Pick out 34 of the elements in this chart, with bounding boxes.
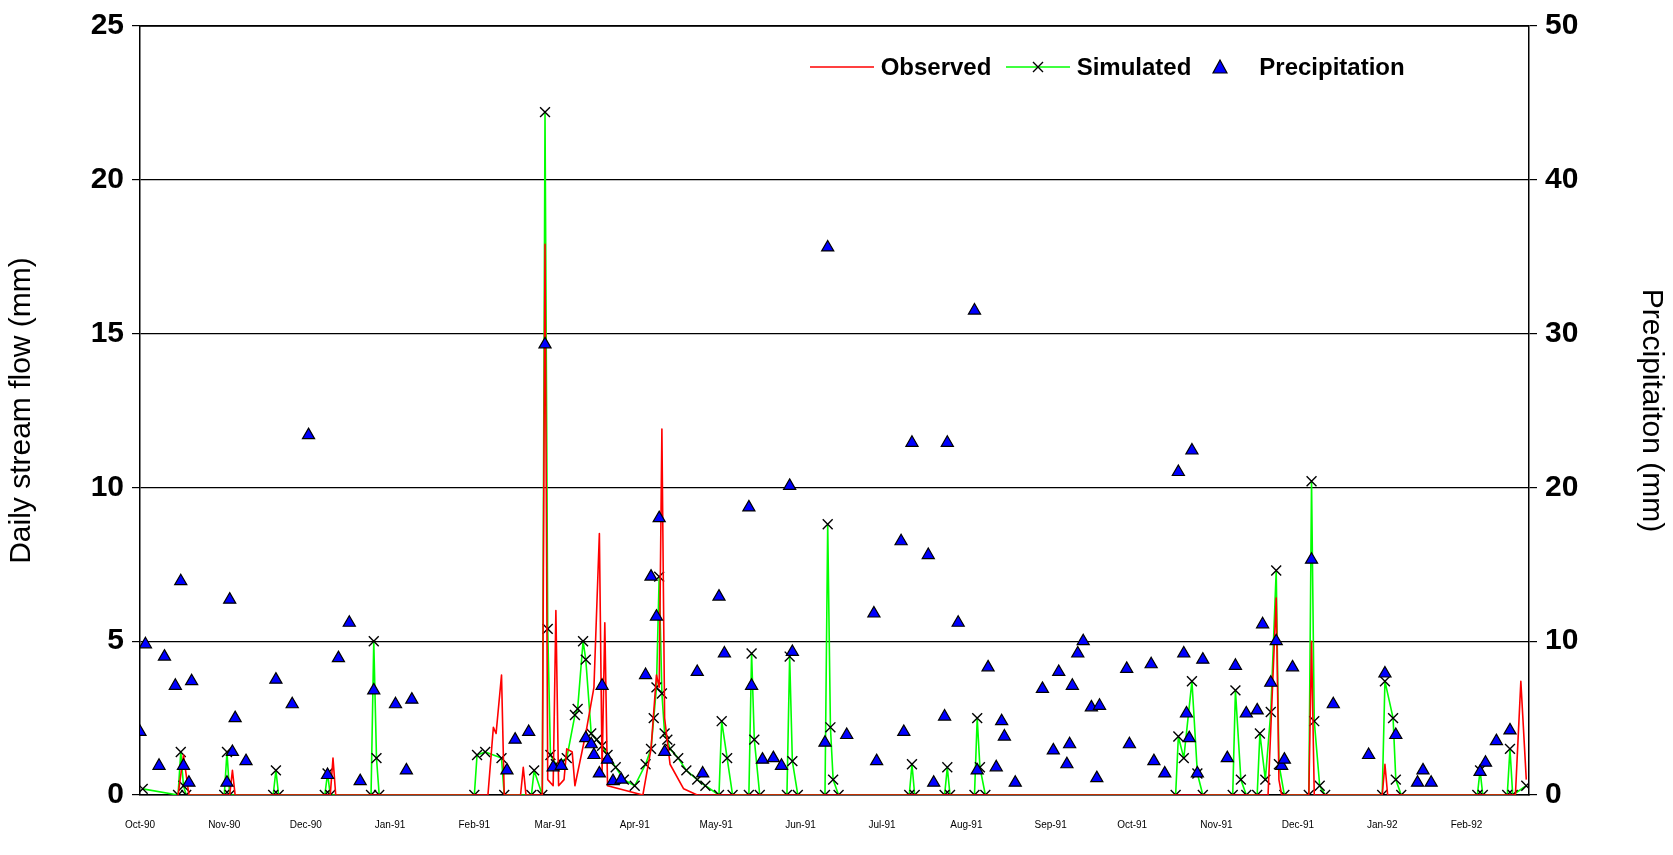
x-tick-label: Oct-90 <box>124 818 156 830</box>
x-tick-label: Dec-91 <box>1281 818 1315 830</box>
y-tick-label: 20 <box>90 161 124 195</box>
y2-tick-label: 0 <box>1545 776 1562 810</box>
y-tick-label: 10 <box>90 468 124 502</box>
x-tick-label: Feb-92 <box>1450 818 1483 830</box>
y-tick-label: 5 <box>107 622 124 656</box>
x-tick-label: Nov-91 <box>1200 818 1233 830</box>
x-tick-label: Apr-91 <box>619 818 651 830</box>
y2-tick-label: 20 <box>1545 468 1579 502</box>
x-tick-label: Jun-91 <box>785 818 817 830</box>
y-tick-label: 0 <box>107 776 124 810</box>
x-tick-label: Feb-91 <box>458 818 491 830</box>
x-tick-label: Sep-91 <box>1034 818 1068 830</box>
x-tick-label: Jul-91 <box>868 818 897 830</box>
x-tick-label: Mar-91 <box>534 818 567 830</box>
y2-axis-title: Precipitaiton (mm) <box>1636 288 1670 533</box>
x-tick-label: Oct-91 <box>1117 818 1148 830</box>
y-tick-label: 25 <box>90 7 124 41</box>
y2-tick-label: 30 <box>1545 314 1579 348</box>
y2-tick-label: 50 <box>1545 7 1579 41</box>
y-tick-label: 15 <box>90 314 124 348</box>
y-axis-title: Daily stream flow (mm) <box>3 257 37 564</box>
legend-label: Simulated <box>1076 53 1192 80</box>
x-tick-label: Aug-91 <box>950 818 983 830</box>
x-tick-label: Nov-90 <box>208 818 241 830</box>
x-tick-label: Jan-91 <box>374 818 406 830</box>
legend-label: Precipitation <box>1259 53 1405 80</box>
y2-tick-label: 10 <box>1545 622 1579 656</box>
legend-label: Observed <box>880 53 992 80</box>
x-tick-label: Dec-90 <box>289 818 323 830</box>
x-tick-label: Jan-92 <box>1366 818 1398 830</box>
x-tick-label: May-91 <box>699 818 734 830</box>
y2-tick-label: 40 <box>1545 161 1579 195</box>
